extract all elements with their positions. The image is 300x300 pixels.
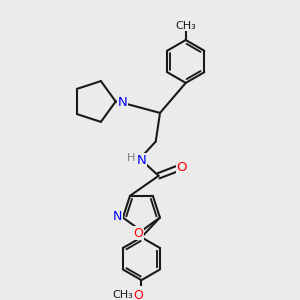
Text: H: H	[127, 153, 136, 163]
Text: N: N	[118, 96, 128, 110]
Text: CH₃: CH₃	[176, 21, 196, 31]
Text: O: O	[176, 161, 187, 174]
Text: N: N	[136, 154, 146, 166]
Text: N: N	[113, 210, 122, 223]
Text: O: O	[133, 289, 143, 300]
Text: CH₃: CH₃	[112, 290, 133, 300]
Text: O: O	[133, 227, 143, 240]
